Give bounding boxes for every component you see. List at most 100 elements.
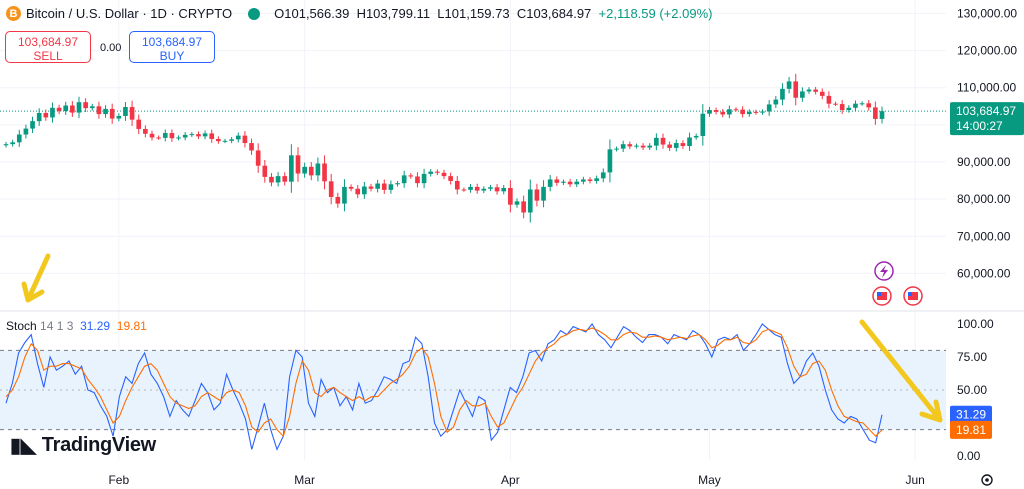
candle-body <box>322 163 327 182</box>
candle-body <box>673 143 679 148</box>
candlestick-series <box>3 73 885 223</box>
candle-body <box>143 128 148 134</box>
candle-body <box>302 166 307 174</box>
symbol-title[interactable]: Bitcoin / U.S. Dollar · 1D · CRYPTO <box>26 6 233 21</box>
candle-body <box>687 137 692 147</box>
annotations <box>21 253 943 423</box>
candle-body <box>481 188 487 191</box>
candle-body <box>547 179 553 187</box>
candle-body <box>780 88 785 100</box>
time-tick-label: Feb <box>108 473 129 487</box>
candle-body <box>269 176 274 183</box>
candle-body <box>401 175 407 184</box>
candle-body <box>328 181 334 197</box>
sell-button[interactable]: 103,684.97 SELL <box>5 31 91 63</box>
candle-body <box>640 145 646 148</box>
candle-body <box>561 181 566 183</box>
candle-body <box>448 176 453 181</box>
candle-body <box>866 103 872 108</box>
settings-gear-icon[interactable] <box>981 474 993 486</box>
candle-body <box>70 105 75 113</box>
candle-body <box>746 111 752 115</box>
candle-body <box>381 183 387 190</box>
candle-body <box>249 143 254 151</box>
stoch-d-value: 19.81 <box>116 319 147 333</box>
spread-value: 0.00 <box>100 42 122 54</box>
stoch-params: 14 1 3 <box>40 319 74 333</box>
candle-body <box>567 181 573 185</box>
candle-body <box>216 138 221 142</box>
candle-body <box>83 102 88 109</box>
last-price-badge <box>950 102 1024 136</box>
candle-body <box>720 111 726 115</box>
candle-body <box>733 109 739 111</box>
price-tick-label: 90,000.00 <box>957 155 1011 169</box>
price-axis[interactable]: 130,000.00120,000.00110,000.00100,000.00… <box>957 6 1017 280</box>
candle-body <box>182 134 188 138</box>
candle-body <box>56 107 62 112</box>
candle-body <box>654 137 659 146</box>
stoch-tick-label: 0.00 <box>957 449 981 463</box>
candle-body <box>760 111 765 113</box>
candle-body <box>873 107 878 119</box>
stoch-lines <box>5 323 883 451</box>
candle-body <box>839 104 845 110</box>
candle-body <box>541 186 546 201</box>
candle-body <box>222 140 228 142</box>
buy-button[interactable]: 103,684.97 BUY <box>129 31 215 63</box>
candle-body <box>50 107 55 118</box>
candle-body <box>202 133 208 137</box>
sell-price: 103,684.97 <box>17 35 79 49</box>
tradingview-logo[interactable]: ▮◣ TradingView <box>10 433 156 458</box>
time-tick-label: May <box>698 473 721 487</box>
candle-body <box>620 144 626 149</box>
candle-body <box>289 155 294 182</box>
time-tick-label: Apr <box>501 473 520 487</box>
candle-body <box>727 109 732 115</box>
candle-body <box>713 110 719 112</box>
candle-body <box>501 188 507 192</box>
candle-body <box>149 133 155 138</box>
candle-body <box>587 179 593 181</box>
candle-body <box>176 137 181 139</box>
eye-icon[interactable] <box>248 7 261 20</box>
candle-body <box>693 136 699 138</box>
candle-body <box>255 150 261 166</box>
candle-body <box>527 189 533 213</box>
candle-body <box>773 99 779 105</box>
stoch-legend[interactable]: Stoch 14 1 3 31.29 19.81 <box>6 319 147 333</box>
buy-label: BUY <box>159 49 185 63</box>
candle-body <box>600 172 606 179</box>
candle-body <box>740 109 745 115</box>
candle-body <box>793 81 799 98</box>
stoch-d-badge-text: 19.81 <box>956 423 986 437</box>
open-value: O101,566.39 <box>274 6 350 21</box>
candle-body <box>43 112 49 118</box>
candle-body <box>468 186 473 190</box>
event-icons[interactable] <box>872 261 923 306</box>
candle-body <box>156 137 161 139</box>
candle-body <box>162 133 168 138</box>
candle-body <box>819 91 825 96</box>
tradingview-logo-icon: ▮◣ <box>10 435 36 457</box>
candle-body <box>89 106 95 109</box>
candle-body <box>355 188 361 195</box>
stoch-line-d <box>5 327 883 438</box>
stoch-d-badge <box>950 420 992 439</box>
change-value: +2,118.59 (+2.09%) <box>598 6 713 21</box>
us-flag-canton <box>908 292 912 296</box>
candle-body <box>634 145 639 147</box>
candle-body <box>388 184 394 190</box>
candle-body <box>581 179 586 182</box>
candle-body <box>63 105 69 112</box>
candle-body <box>534 189 540 201</box>
us-flag-stripes <box>908 292 918 300</box>
candle-body <box>189 134 195 136</box>
time-axis[interactable]: Feb Mar Apr May Jun <box>108 473 924 487</box>
price-tick-label: 70,000.00 <box>957 229 1011 243</box>
candle-body <box>680 143 686 147</box>
sell-label: SELL <box>33 49 63 63</box>
candle-body <box>607 149 613 173</box>
